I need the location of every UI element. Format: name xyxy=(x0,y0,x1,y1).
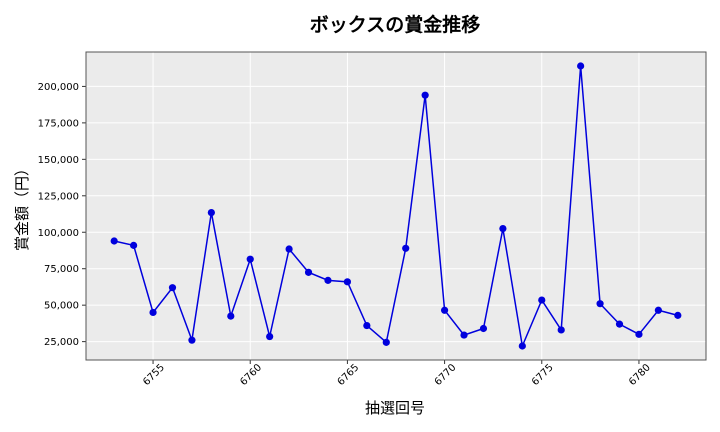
data-point xyxy=(227,312,235,320)
data-point xyxy=(596,300,604,308)
y-tick-label: 125,000 xyxy=(38,191,79,202)
data-point xyxy=(402,244,410,252)
data-point xyxy=(130,241,138,249)
data-point xyxy=(168,284,177,292)
data-point xyxy=(440,306,449,314)
data-point xyxy=(615,320,624,328)
y-tick-label: 200,000 xyxy=(38,82,79,93)
data-point xyxy=(304,268,313,276)
data-point xyxy=(246,255,254,263)
y-tick-label: 100,000 xyxy=(38,228,79,239)
data-point xyxy=(654,306,662,314)
data-point xyxy=(421,91,429,99)
y-tick-label: 25,000 xyxy=(44,337,79,348)
x-axis-label: 抽選回号 xyxy=(365,399,425,417)
data-point xyxy=(674,311,682,319)
plot-frame xyxy=(85,51,707,361)
y-tick-label: 175,000 xyxy=(38,118,79,129)
data-point xyxy=(324,276,332,284)
plot-area xyxy=(86,52,706,360)
data-point xyxy=(363,321,371,330)
data-point xyxy=(207,208,215,217)
series-line xyxy=(114,65,679,349)
y-axis: 25,000 50,000 75,000 100,000 125,000 150,000 1… xyxy=(38,82,86,348)
data-point xyxy=(343,278,352,286)
data-point xyxy=(499,225,507,233)
data-point xyxy=(382,338,390,346)
y-axis-label: 賞金額（円） xyxy=(13,161,31,251)
data-point xyxy=(538,296,546,304)
chart-title: ボックスの賞金推移 xyxy=(310,13,480,36)
grid xyxy=(86,52,706,360)
y-tick-label: 75,000 xyxy=(44,264,79,275)
data-point xyxy=(577,62,585,70)
y-tick-label: 50,000 xyxy=(44,301,79,312)
data-point xyxy=(460,331,468,339)
data-point xyxy=(110,237,118,245)
y-tick-label: 150,000 xyxy=(38,155,79,166)
data-point xyxy=(518,342,526,350)
series xyxy=(85,51,707,361)
data-point xyxy=(557,326,565,334)
data-point xyxy=(149,308,157,317)
data-point xyxy=(285,245,293,253)
data-point xyxy=(479,324,488,333)
data-point xyxy=(635,330,643,338)
data-point xyxy=(188,336,196,344)
data-point xyxy=(266,332,274,341)
